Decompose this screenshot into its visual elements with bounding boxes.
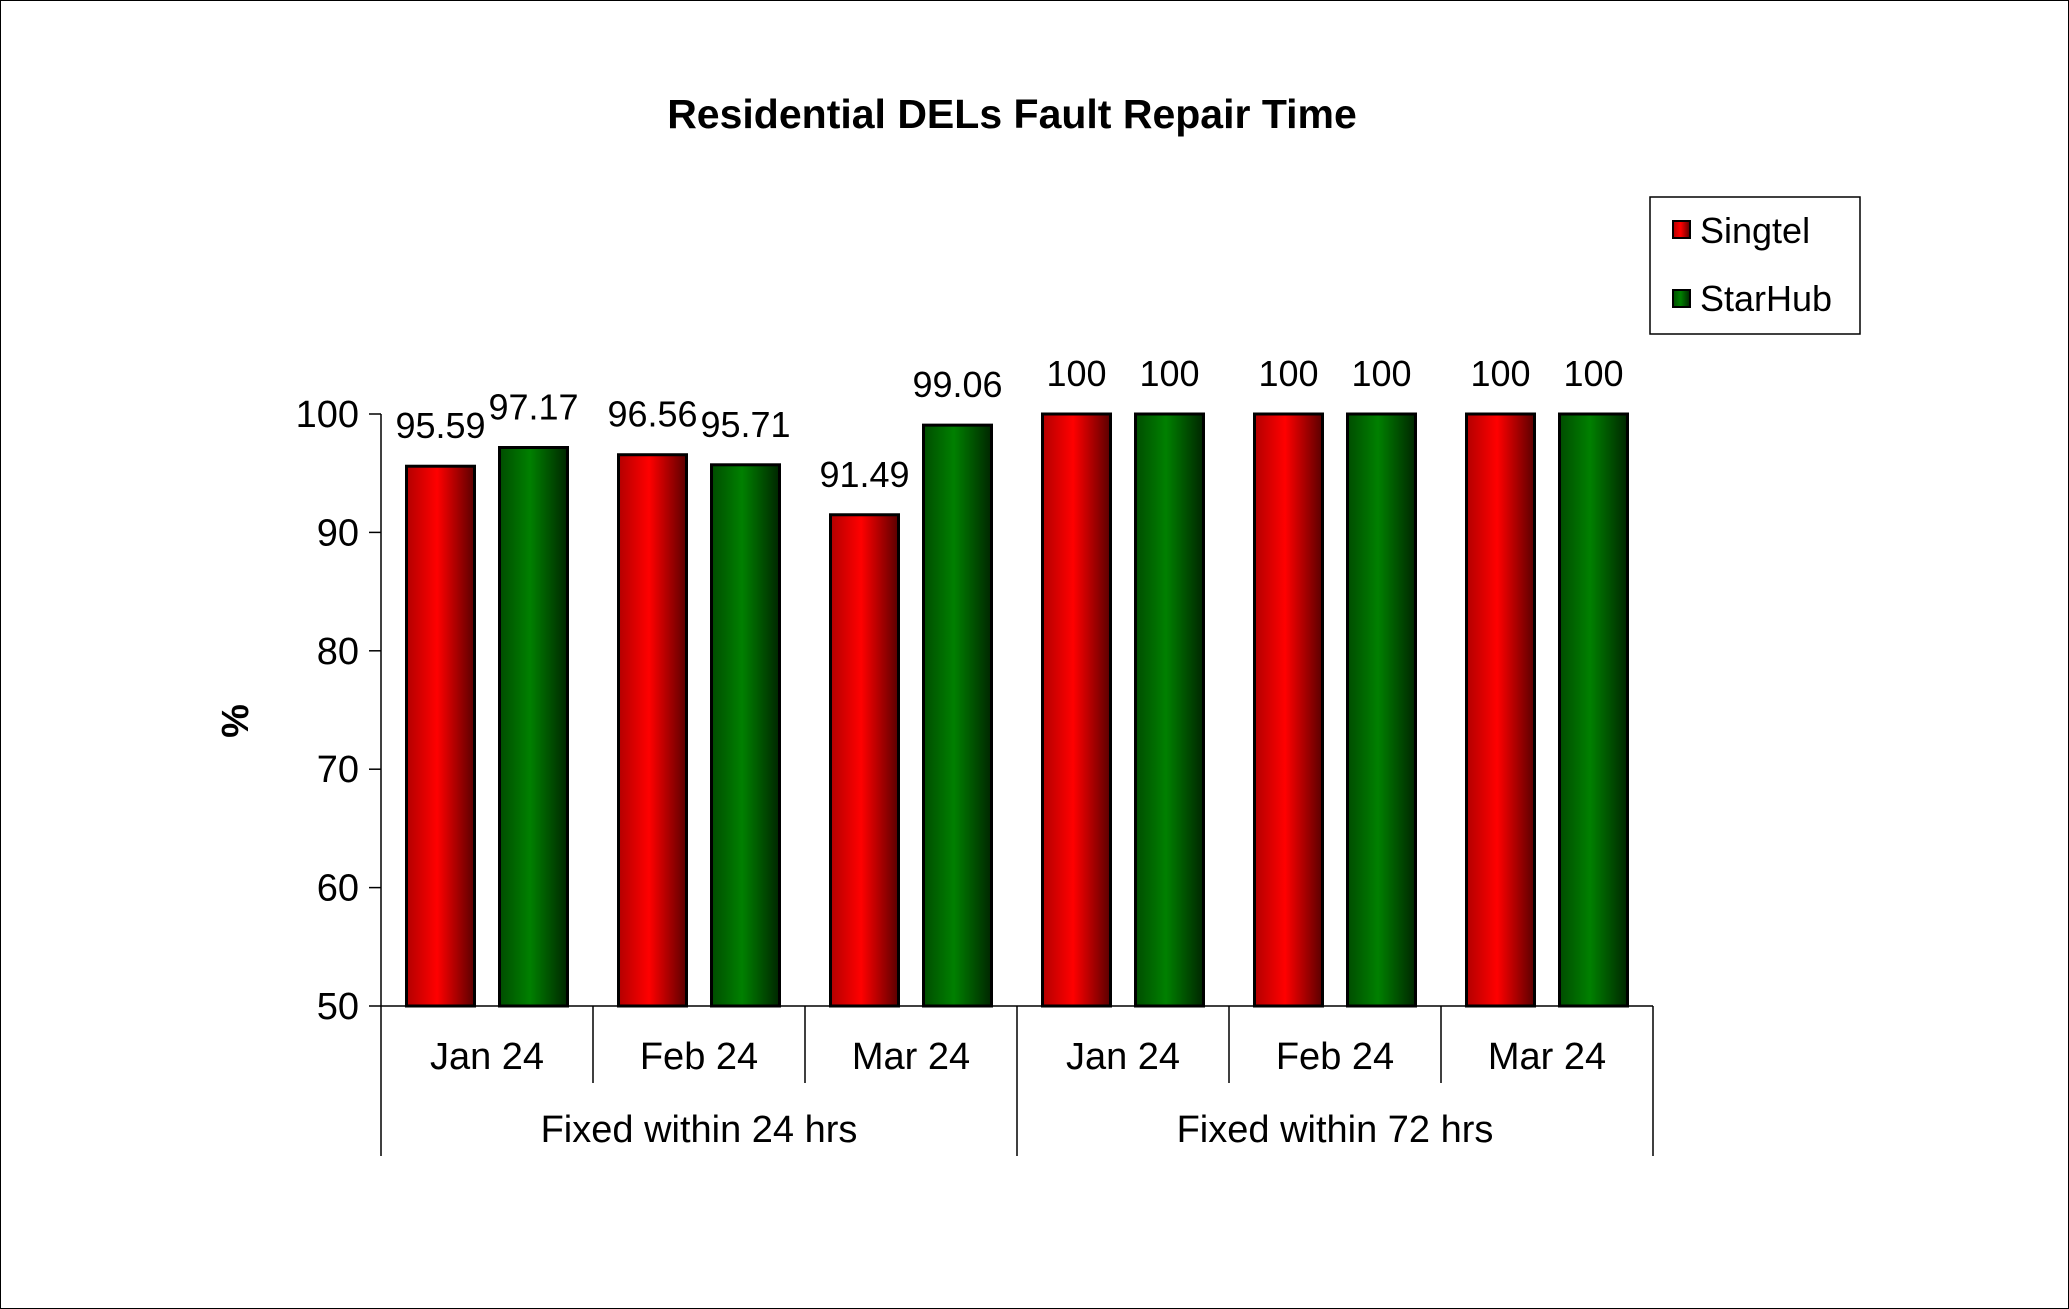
y-axis-label: %	[215, 704, 257, 738]
data-label-starhub-4: 100	[1351, 353, 1411, 394]
x-axis: Jan 24 Feb 24 Mar 24 Jan 24 Feb 24 Mar 24 Fixe…	[380, 1005, 1654, 1156]
legend: Singtel StarHub	[1649, 196, 1861, 335]
y-tick-label: 60	[317, 868, 359, 910]
x-category-label: Feb 24	[640, 1036, 758, 1078]
bar-starhub-0	[498, 446, 569, 1008]
x-category-label: Mar 24	[852, 1036, 970, 1078]
bar-singtel-2	[829, 513, 900, 1008]
data-label-singtel-1: 96.56	[607, 394, 697, 435]
data-label-starhub-5: 100	[1563, 353, 1623, 394]
bar-starhub-2	[922, 423, 993, 1008]
data-label-starhub-1: 95.71	[700, 404, 790, 445]
legend-swatch-singtel	[1672, 220, 1691, 239]
bar-singtel-1	[617, 453, 688, 1008]
bar-singtel-5	[1465, 412, 1536, 1008]
data-label-singtel-2: 91.49	[819, 454, 909, 495]
bar-singtel-4	[1253, 412, 1324, 1008]
x-group-label-1: Fixed within 72 hrs	[1177, 1109, 1494, 1151]
legend-label-starhub: StarHub	[1700, 278, 1832, 319]
bars	[405, 412, 1629, 1008]
bar-starhub-4	[1346, 412, 1417, 1008]
data-label-singtel-0: 95.59	[395, 405, 485, 446]
y-tick-label: 80	[317, 631, 359, 673]
y-tick-label: 90	[317, 512, 359, 554]
x-category-label: Feb 24	[1276, 1036, 1394, 1078]
x-group-label-0: Fixed within 24 hrs	[541, 1109, 858, 1151]
legend-swatch-starhub	[1672, 289, 1691, 308]
y-axis: 50 60 70 80 90 100	[296, 394, 382, 1028]
y-tick-label: 100	[296, 394, 359, 436]
bar-singtel-0	[405, 464, 476, 1008]
data-label-singtel-5: 100	[1470, 353, 1530, 394]
bar-starhub-5	[1558, 412, 1629, 1008]
legend-label-singtel: Singtel	[1700, 210, 1810, 251]
data-label-starhub-3: 100	[1139, 353, 1199, 394]
data-labels: 95.59 96.56 91.49 100 100 100 97.17 95.71 99.06 1…	[395, 353, 1623, 495]
bar-singtel-3	[1041, 412, 1112, 1008]
bar-starhub-3	[1134, 412, 1205, 1008]
data-label-singtel-4: 100	[1258, 353, 1318, 394]
data-label-starhub-0: 97.17	[488, 387, 578, 428]
x-category-label: Jan 24	[430, 1036, 544, 1078]
legend-box	[1649, 196, 1861, 335]
x-category-label: Mar 24	[1488, 1036, 1606, 1078]
y-tick-label: 70	[317, 749, 359, 791]
x-category-label: Jan 24	[1066, 1036, 1180, 1078]
bar-starhub-1	[710, 463, 781, 1008]
chart-title: Residential DELs Fault Repair Time	[667, 91, 1357, 137]
data-label-starhub-2: 99.06	[912, 364, 1002, 405]
data-label-singtel-3: 100	[1046, 353, 1106, 394]
y-tick-label: 50	[317, 986, 359, 1028]
